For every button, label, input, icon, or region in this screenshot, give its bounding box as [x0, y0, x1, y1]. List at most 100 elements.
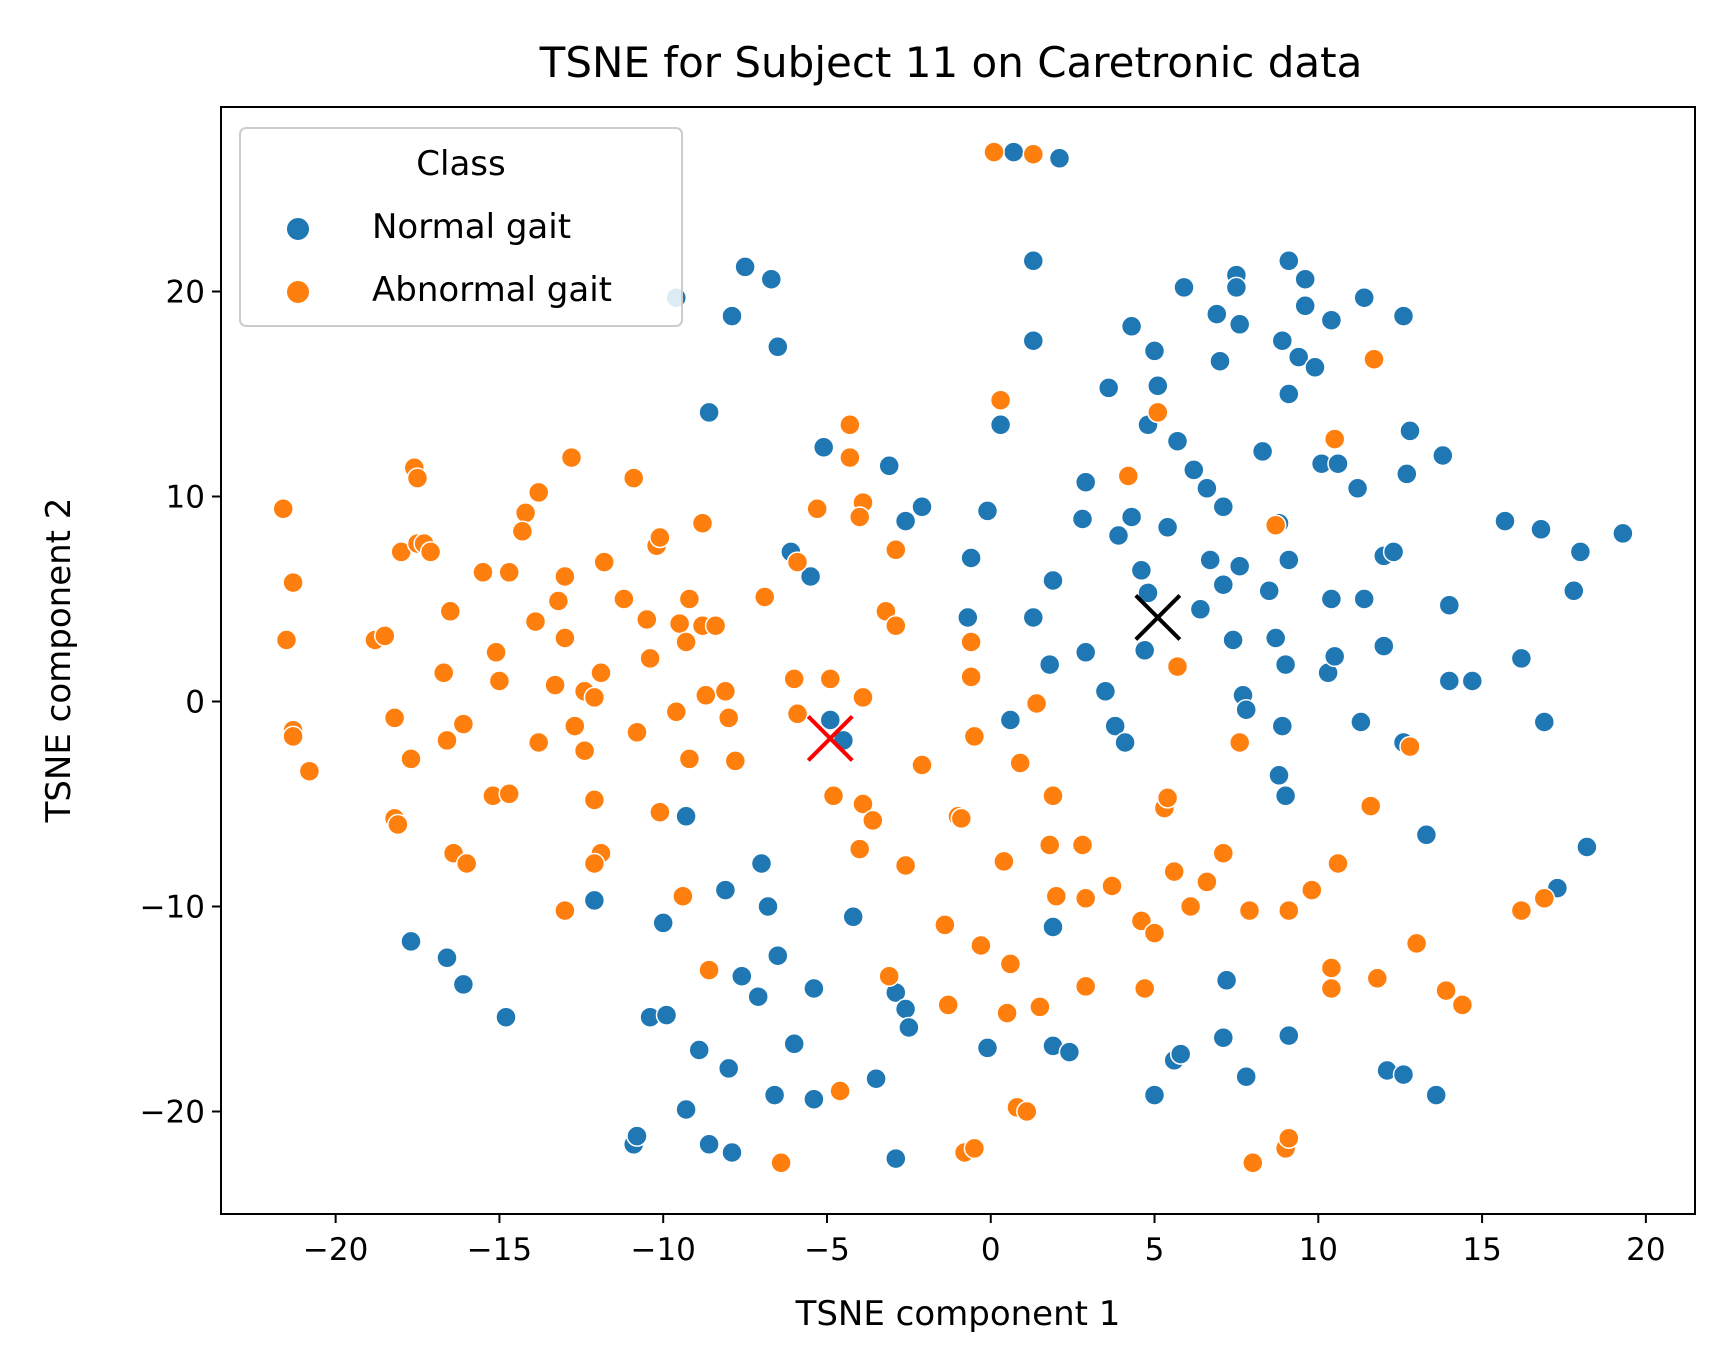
point-normal-gait	[812, 436, 835, 459]
point-normal-gait	[1271, 715, 1294, 737]
point-normal-gait	[714, 879, 737, 901]
y-tick-label: 10	[166, 480, 205, 516]
y-tick-label: 0	[185, 685, 205, 721]
point-normal-gait	[1278, 549, 1300, 571]
legend: Class Normal gait Abnormal gait	[239, 127, 683, 327]
point-normal-gait	[1143, 340, 1166, 362]
point-abnormal-gait	[934, 914, 956, 936]
point-abnormal-gait	[829, 1080, 851, 1102]
chart-title: TSNE for Subject 11 on Caretronic data	[539, 38, 1363, 87]
point-normal-gait	[688, 1039, 710, 1061]
point-normal-gait	[1264, 627, 1287, 649]
point-abnormal-gait	[1022, 143, 1045, 165]
point-normal-gait	[1353, 588, 1375, 610]
centroid-marker-stroke	[806, 714, 854, 762]
point-normal-gait	[721, 1141, 743, 1164]
point-normal-gait	[1156, 516, 1179, 539]
point-normal-gait	[1323, 645, 1346, 668]
point-normal-gait	[1399, 420, 1421, 442]
point-abnormal-gait	[960, 666, 982, 688]
point-abnormal-gait	[613, 588, 635, 610]
y-tick-label: 20	[166, 275, 205, 311]
point-abnormal-gait	[770, 1152, 792, 1174]
point-normal-gait	[1294, 295, 1316, 317]
point-normal-gait	[1346, 477, 1369, 500]
x-tick-label: 15	[1462, 1232, 1501, 1268]
point-normal-gait	[898, 1016, 920, 1039]
point-normal-gait	[1206, 303, 1228, 325]
point-abnormal-gait	[1196, 871, 1218, 893]
point-normal-gait	[1212, 1026, 1235, 1049]
point-abnormal-gait	[1320, 977, 1343, 1000]
point-normal-gait	[1294, 268, 1316, 290]
point-abnormal-gait	[1074, 887, 1097, 910]
centroid-marker-stroke	[1134, 594, 1182, 641]
point-abnormal-gait	[989, 389, 1012, 411]
x-tick-label: 5	[1145, 1232, 1165, 1268]
point-normal-gait	[1212, 496, 1235, 518]
point-abnormal-gait	[1147, 401, 1169, 424]
point-abnormal-gait	[1278, 1127, 1300, 1149]
point-abnormal-gait	[1451, 994, 1474, 1016]
legend-label-normal-gait: Normal gait	[372, 207, 571, 247]
point-normal-gait	[1278, 250, 1300, 272]
point-normal-gait	[1392, 1063, 1415, 1086]
legend-title: Class	[416, 144, 505, 184]
point-abnormal-gait	[894, 854, 917, 877]
legend-box	[239, 127, 683, 327]
point-abnormal-gait	[1238, 899, 1261, 922]
point-normal-gait	[675, 1098, 697, 1121]
point-abnormal-gait	[419, 541, 442, 563]
point-normal-gait	[747, 985, 769, 1008]
point-abnormal-gait	[564, 715, 586, 737]
point-normal-gait	[1392, 305, 1415, 327]
point-normal-gait	[452, 973, 475, 996]
point-abnormal-gait	[282, 725, 304, 748]
point-normal-gait	[1022, 329, 1045, 352]
point-abnormal-gait	[1366, 967, 1389, 990]
point-abnormal-gait	[848, 838, 871, 860]
x-tick-label: −5	[804, 1232, 850, 1268]
x-tick-label: 20	[1626, 1232, 1665, 1268]
y-tick-label: −10	[140, 890, 205, 926]
point-abnormal-gait	[885, 614, 907, 637]
point-normal-gait	[1494, 510, 1516, 532]
point-normal-gait	[1199, 549, 1221, 571]
point-normal-gait	[1196, 477, 1218, 500]
point-abnormal-gait	[786, 551, 809, 573]
point-normal-gait	[1130, 559, 1153, 582]
point-normal-gait	[1278, 1024, 1300, 1047]
point-abnormal-gait	[583, 789, 606, 811]
point-normal-gait	[1189, 598, 1212, 621]
point-abnormal-gait	[649, 526, 671, 549]
point-abnormal-gait	[963, 725, 986, 748]
point-abnormal-gait	[1533, 887, 1556, 910]
point-abnormal-gait	[432, 662, 455, 684]
point-abnormal-gait	[1016, 1100, 1038, 1123]
point-normal-gait	[1438, 670, 1461, 692]
point-abnormal-gait	[1327, 852, 1349, 875]
point-abnormal-gait	[1435, 979, 1457, 1002]
point-abnormal-gait	[852, 793, 874, 815]
point-normal-gait	[1373, 635, 1395, 657]
point-normal-gait	[675, 805, 697, 828]
point-abnormal-gait	[439, 600, 462, 623]
y-axis-ticks: −20 −10 0 10 20	[140, 275, 221, 1131]
x-tick-label: −20	[303, 1232, 368, 1268]
point-abnormal-gait	[1228, 731, 1251, 754]
point-normal-gait	[655, 1004, 678, 1026]
point-normal-gait	[911, 496, 933, 518]
point-abnormal-gait	[1399, 735, 1421, 758]
point-abnormal-gait	[544, 674, 566, 696]
point-normal-gait	[894, 510, 917, 532]
point-normal-gait	[1071, 508, 1094, 530]
point-normal-gait	[1228, 555, 1251, 577]
point-normal-gait	[1183, 459, 1205, 481]
point-abnormal-gait	[862, 809, 884, 832]
point-abnormal-gait	[698, 959, 720, 981]
point-abnormal-gait	[626, 721, 648, 744]
point-abnormal-gait	[498, 783, 520, 805]
point-normal-gait	[1228, 313, 1251, 336]
point-abnormal-gait	[963, 1137, 986, 1160]
